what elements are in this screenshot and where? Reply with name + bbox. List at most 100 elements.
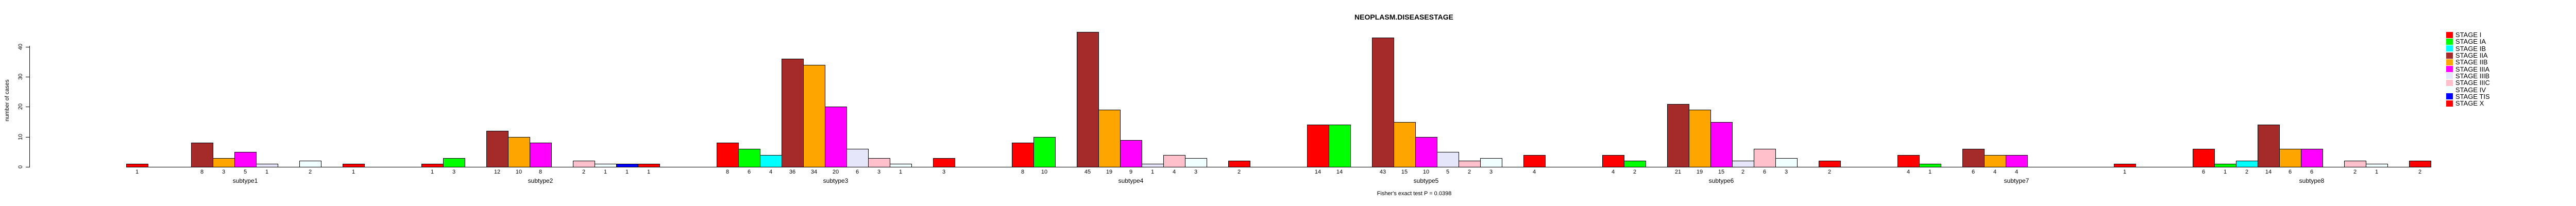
bar-subtype5-stage-iiic [1459, 161, 1481, 167]
y-tick-label: 20 [18, 103, 24, 110]
bar-value-label: 2 [1741, 169, 1745, 175]
legend-item-stage-ib: STAGE IB [2446, 44, 2490, 53]
bar-value-label: 8 [200, 169, 204, 175]
legend: STAGE I STAGE IA STAGE IB STAGE IIA STAGE II… [2446, 31, 2490, 107]
bar-value-label: 2 [2245, 169, 2249, 175]
bar-subtype8-stage-iiia [2301, 149, 2323, 167]
legend-swatch [2446, 66, 2453, 73]
bar-subtype8-stage-ia [2214, 164, 2236, 167]
legend-label: STAGE I [2455, 31, 2482, 39]
bar-value-label: 3 [877, 169, 881, 175]
bar-subtype7-stage-iib [1984, 155, 2006, 167]
bar-value-label: 8 [538, 169, 543, 175]
bar-value-label: 20 [832, 169, 839, 175]
bar-value-label: 2 [1237, 169, 1241, 175]
legend-label: STAGE IIA [2455, 52, 2488, 60]
bar-subtype8-stage-iv [2366, 164, 2388, 167]
bar-value-label: 1 [135, 169, 139, 175]
bar-subtype6-stage-iib [1689, 110, 1711, 167]
legend-item-stage-tis: STAGE TIS [2446, 93, 2490, 100]
bar-subtype7-stage-iiia [2006, 155, 2028, 167]
bar-value-label: 1 [625, 169, 629, 175]
bar-subtype6-stage-iv [1775, 158, 1798, 167]
bar-subtype3-stage-iiib [846, 149, 869, 167]
bar-subtype2-stage-iib [508, 137, 530, 167]
bar-subtype6-stage-iia [1667, 104, 1689, 167]
legend-swatch [2446, 59, 2453, 65]
bar-value-label: 6 [2288, 169, 2292, 175]
bar-value-label: 5 [1446, 169, 1450, 175]
bar-subtype8-stage-i [2193, 149, 2215, 167]
bar-value-label: 8 [1021, 169, 1025, 175]
bar-subtype2-stage-tis [616, 164, 638, 167]
bar-subtype3-stage-x [933, 158, 955, 167]
bar-value-label: 6 [2201, 169, 2206, 175]
bar-value-label: 45 [1084, 169, 1091, 175]
legend-swatch [2446, 100, 2453, 107]
legend-item-stage-iia: STAGE IIA [2446, 52, 2490, 59]
bar-subtype3-stage-iv [890, 164, 912, 167]
bar-value-label: 3 [222, 169, 226, 175]
bar-subtype1-stage-iib [213, 158, 235, 167]
bar-value-label: 4 [2014, 169, 2019, 175]
bar-subtype3-stage-i [717, 143, 739, 167]
legend-item-stage-iib: STAGE IIB [2446, 58, 2490, 66]
bar-subtype4-stage-iia [1077, 32, 1099, 167]
bar-value-label: 2 [582, 169, 586, 175]
bar-subtype1-stage-iv [299, 161, 321, 167]
bar-value-label: 15 [1718, 169, 1725, 175]
bar-subtype2-stage-iiia [530, 143, 552, 167]
bar-subtype5-stage-ia [1329, 125, 1351, 167]
bar-value-label: 10 [515, 169, 522, 175]
bar-subtype5-stage-iiia [1415, 137, 1437, 167]
bar-value-label: 43 [1379, 169, 1386, 175]
bar-value-label: 5 [243, 169, 247, 175]
bar-value-label: 4 [1172, 169, 1176, 175]
bar-subtype8-stage-x [2409, 161, 2431, 167]
legend-label: STAGE TIS [2455, 92, 2490, 100]
bar-value-label: 2 [1633, 169, 1637, 175]
bar-subtype7-stage-i [1897, 155, 1920, 167]
bar-subtype6-stage-iiia [1710, 122, 1733, 167]
bar-value-label: 1 [1150, 169, 1155, 175]
bar-value-label: 19 [1106, 169, 1113, 175]
legend-label: STAGE IB [2455, 44, 2486, 53]
bar-subtype2-stage-iiic [573, 161, 595, 167]
bar-value-label: 10 [1422, 169, 1430, 175]
bar-subtype8-stage-iiic [2344, 161, 2366, 167]
bar-value-label: 4 [1906, 169, 1910, 175]
bar-value-label: 2 [2353, 169, 2357, 175]
bar-value-label: 12 [494, 169, 501, 175]
bar-subtype2-stage-x [638, 164, 660, 167]
bar-subtype2-stage-iia [486, 131, 509, 167]
legend-swatch [2446, 73, 2453, 79]
bar-value-label: 34 [810, 169, 818, 175]
bar-value-label: 3 [1784, 169, 1788, 175]
group-label-subtype3: subtype3 [823, 177, 849, 184]
bar-subtype1-stage-iiib [256, 164, 278, 167]
bar-value-label: 1 [351, 169, 355, 175]
group-label-subtype5: subtype5 [1413, 177, 1439, 184]
bar-value-label: 14 [1336, 169, 1343, 175]
bar-value-label: 4 [1993, 169, 1997, 175]
bar-value-label: 14 [1314, 169, 1321, 175]
y-axis-line [29, 46, 30, 167]
bar-subtype4-stage-i [1012, 143, 1034, 167]
legend-swatch [2446, 38, 2453, 45]
bar-subtype6-stage-ia [1624, 161, 1646, 167]
legend-label: STAGE IA [2455, 38, 2486, 46]
bar-subtype5-stage-i [1307, 125, 1329, 167]
bar-subtype5-stage-iia [1372, 38, 1394, 167]
group-label-subtype1: subtype1 [232, 177, 258, 184]
bar-subtype1-stage-iiia [234, 152, 257, 167]
legend-swatch [2446, 45, 2453, 52]
bar-subtype3-stage-ia [738, 149, 760, 167]
bar-value-label: 36 [789, 169, 796, 175]
chart-title: NEOPLASM.DISEASESTAGE [1354, 13, 1453, 21]
bar-subtype3-stage-iiia [825, 107, 847, 167]
legend-label: STAGE IIIB [2455, 72, 2490, 80]
legend-item-stage-iiia: STAGE IIIA [2446, 65, 2490, 73]
bar-value-label: 4 [769, 169, 773, 175]
bar-value-label: 3 [942, 169, 946, 175]
